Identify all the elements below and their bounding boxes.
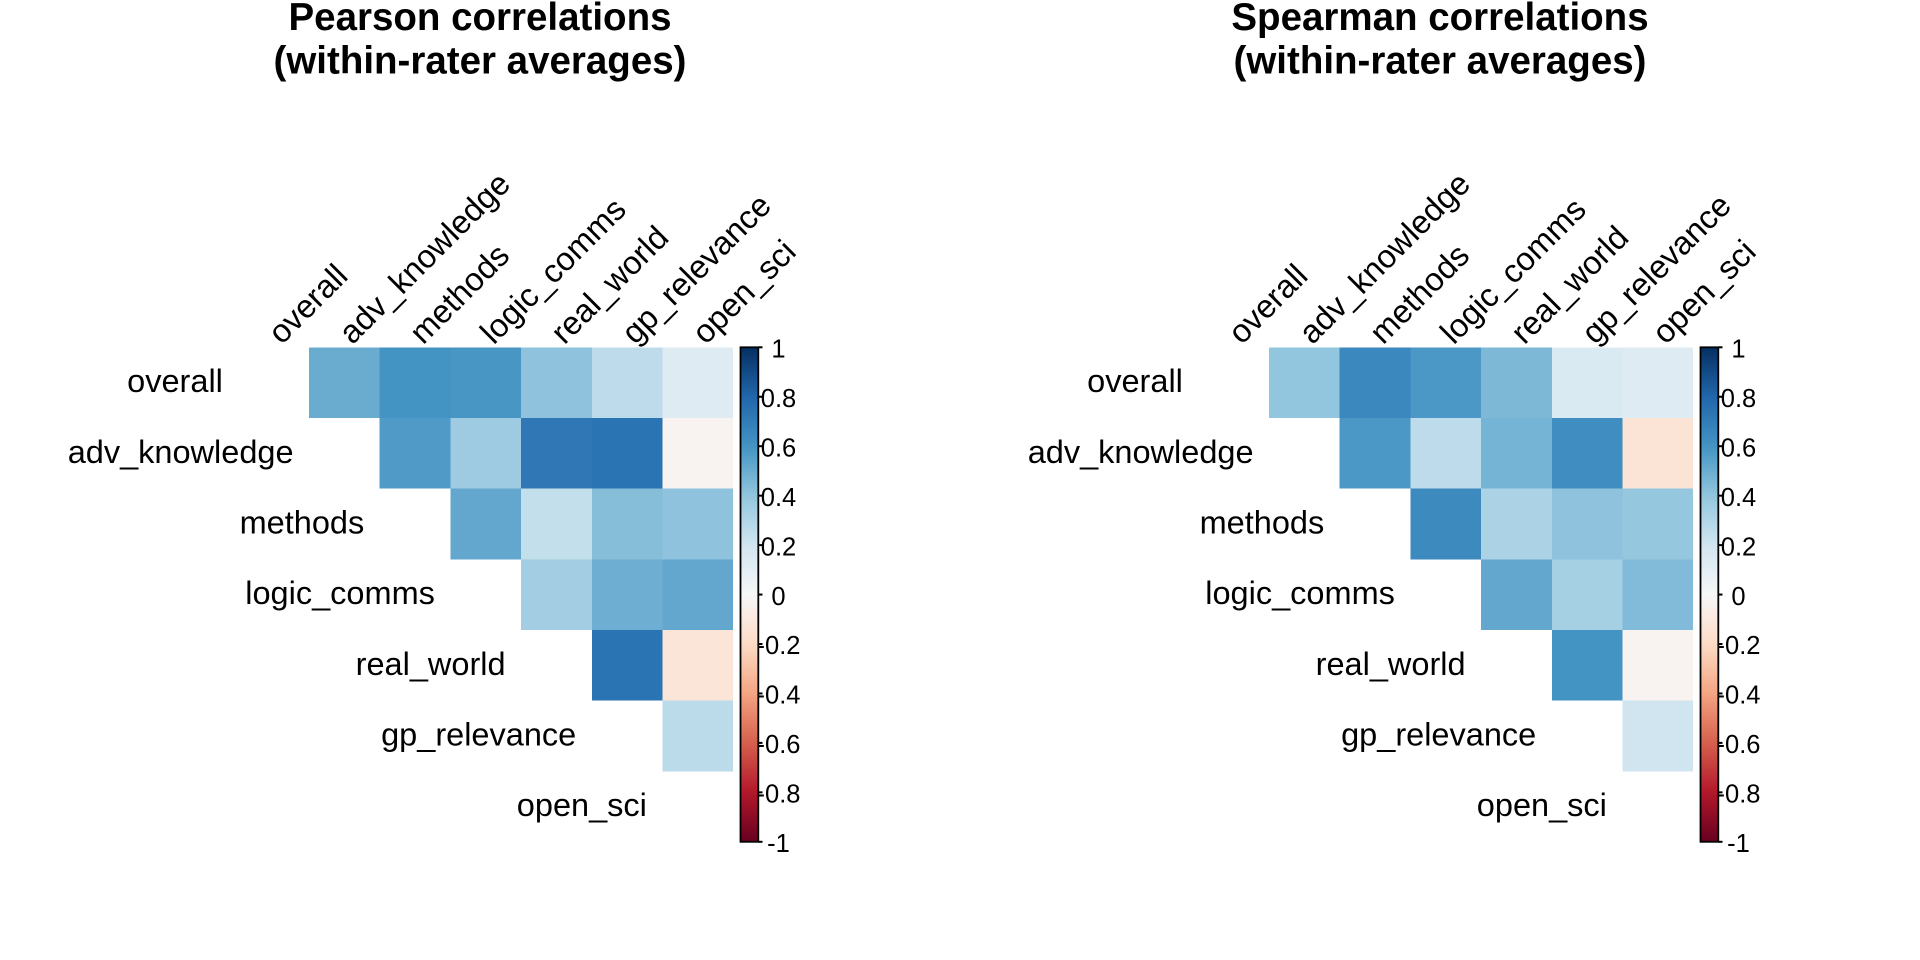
svg-text:open_sci: open_sci xyxy=(1477,787,1607,823)
svg-text:-0.6: -0.6 xyxy=(757,731,801,759)
svg-text:0: 0 xyxy=(1731,583,1745,611)
svg-text:1: 1 xyxy=(1731,336,1745,364)
svg-text:gp_relevance: gp_relevance xyxy=(1341,716,1536,752)
svg-text:0.8: 0.8 xyxy=(1721,385,1756,413)
svg-text:-0.8: -0.8 xyxy=(1717,781,1761,809)
svg-text:logic_comms: logic_comms xyxy=(245,575,435,611)
svg-text:(within-rater averages): (within-rater averages) xyxy=(274,39,687,82)
svg-text:real_world: real_world xyxy=(1316,646,1466,682)
svg-text:1: 1 xyxy=(771,336,785,364)
svg-text:logic_comms: logic_comms xyxy=(1205,575,1395,611)
svg-text:0.8: 0.8 xyxy=(761,385,796,413)
svg-text:0.2: 0.2 xyxy=(761,533,796,561)
svg-text:0: 0 xyxy=(771,583,785,611)
svg-text:adv_knowledge: adv_knowledge xyxy=(1028,434,1254,470)
svg-text:0.6: 0.6 xyxy=(1721,434,1756,462)
svg-text:adv_knowledge: adv_knowledge xyxy=(68,434,294,470)
svg-text:-0.8: -0.8 xyxy=(757,781,801,809)
svg-text:Pearson correlations: Pearson correlations xyxy=(288,0,671,39)
svg-text:-0.4: -0.4 xyxy=(757,682,801,710)
svg-text:0.6: 0.6 xyxy=(761,434,796,462)
svg-text:-0.4: -0.4 xyxy=(1717,682,1761,710)
svg-text:0.2: 0.2 xyxy=(1721,533,1756,561)
svg-text:-0.6: -0.6 xyxy=(1717,731,1761,759)
svg-text:real_world: real_world xyxy=(356,646,506,682)
svg-text:overall: overall xyxy=(127,363,223,399)
svg-text:Spearman correlations: Spearman correlations xyxy=(1231,0,1648,39)
svg-text:-1: -1 xyxy=(767,830,790,858)
svg-text:open_sci: open_sci xyxy=(517,787,647,823)
svg-text:methods: methods xyxy=(240,504,365,540)
svg-text:-0.2: -0.2 xyxy=(757,632,801,660)
svg-text:(within-rater averages): (within-rater averages) xyxy=(1234,39,1647,82)
svg-text:0.4: 0.4 xyxy=(761,484,796,512)
svg-text:overall: overall xyxy=(1087,363,1183,399)
svg-text:gp_relevance: gp_relevance xyxy=(381,716,576,752)
svg-text:methods: methods xyxy=(1200,504,1325,540)
svg-text:-1: -1 xyxy=(1727,830,1750,858)
svg-text:-0.2: -0.2 xyxy=(1717,632,1761,660)
svg-text:0.4: 0.4 xyxy=(1721,484,1756,512)
